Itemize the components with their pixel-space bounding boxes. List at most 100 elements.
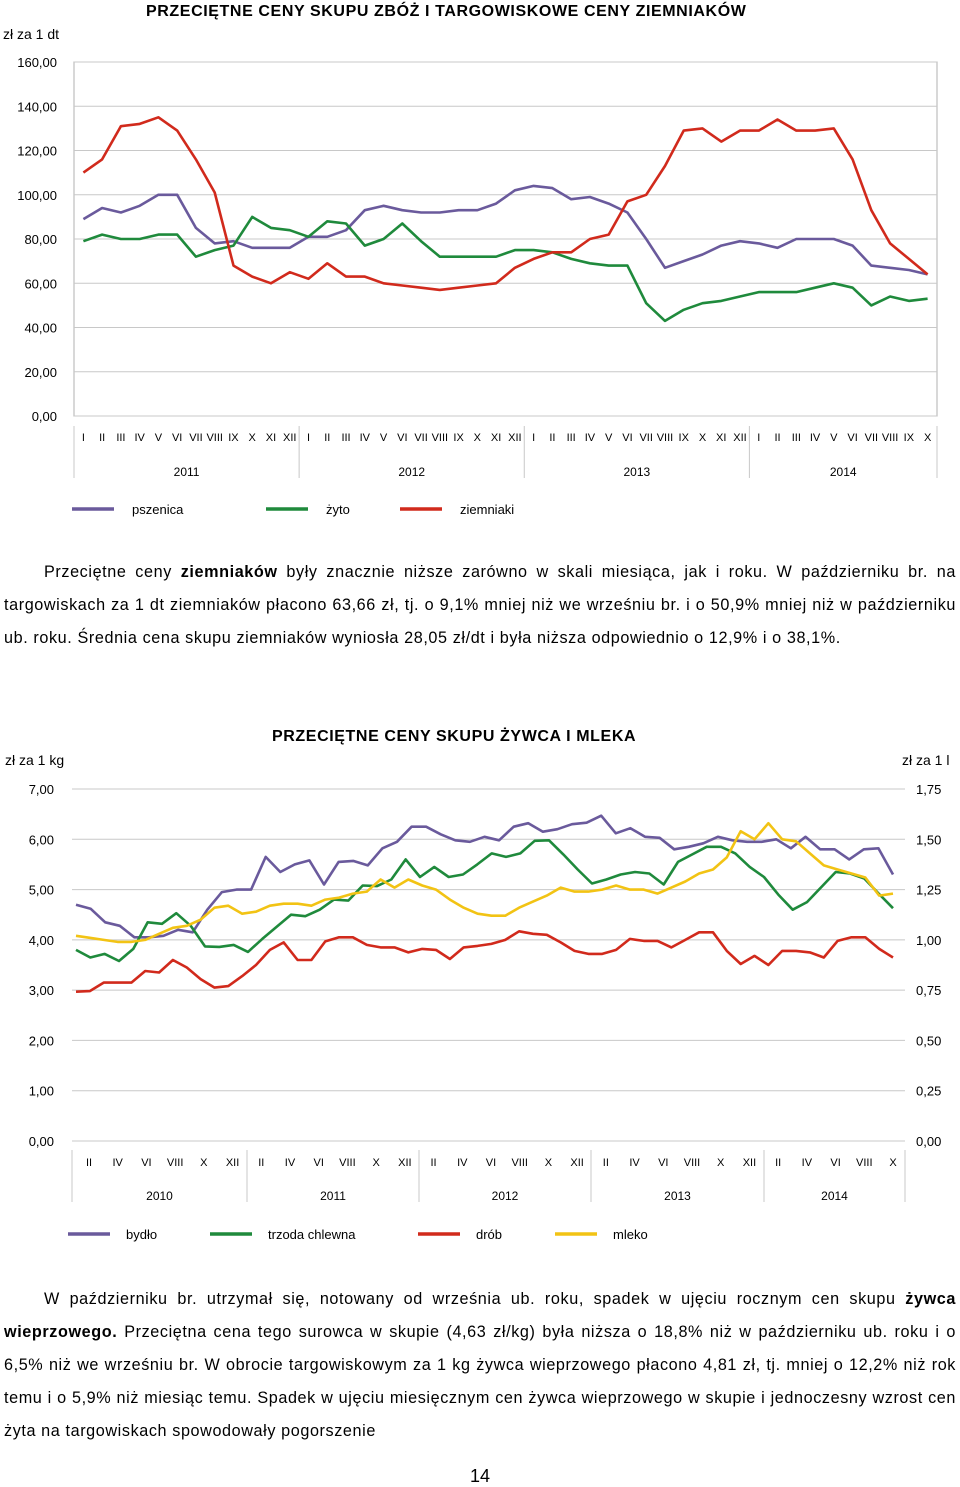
y-tick-label-right: 1,75 — [916, 782, 941, 797]
x-tick-label: XII — [398, 1157, 411, 1169]
x-tick-label: VI — [397, 432, 407, 444]
x-tick-label: VIII — [684, 1157, 701, 1169]
series-line-pszenica — [82, 184, 928, 276]
x-tick-label: VIII — [657, 432, 674, 444]
legend-label: bydło — [126, 1227, 157, 1242]
x-tick-label: XII — [226, 1157, 239, 1169]
y-tick-label: 140,00 — [17, 99, 57, 114]
legend-label: drób — [476, 1227, 502, 1242]
x-tick-label: V — [380, 432, 388, 444]
y-tick-label: 100,00 — [17, 188, 57, 203]
chart2-y-unit-left: zł za 1 kg — [5, 752, 65, 768]
y-tick-label-left: 0,00 — [29, 1134, 54, 1149]
x-tick-label: IV — [457, 1157, 468, 1169]
year-label: 2012 — [492, 1189, 519, 1203]
series-line-żyto — [82, 215, 928, 323]
chart2-title: PRZECIĘTNE CENY SKUPU ŻYWCA I MLEKA — [272, 728, 637, 745]
x-tick-label: VIII — [206, 432, 223, 444]
x-tick-label: VII — [639, 432, 652, 444]
y-tick-label-right: 0,50 — [916, 1033, 941, 1048]
x-tick-label: II — [324, 432, 330, 444]
x-tick-label: XII — [283, 432, 296, 444]
x-tick-label: II — [549, 432, 555, 444]
year-label: 2010 — [146, 1189, 173, 1203]
para2-text: W październiku br. utrzymał się, notowan… — [4, 1290, 956, 1440]
y-tick-label-left: 2,00 — [29, 1033, 54, 1048]
legend-label: trzoda chlewna — [268, 1227, 356, 1242]
x-tick-label: II — [603, 1157, 609, 1169]
year-label: 2013 — [623, 465, 650, 479]
x-tick-label: IX — [904, 432, 915, 444]
legend-label: ziemniaki — [460, 502, 514, 517]
chart1-title: PRZECIĘTNE CENY SKUPU ZBÓŻ I TARGOWISKOW… — [146, 3, 747, 20]
paragraph-potatoes: Przeciętne ceny ziemniaków były znacznie… — [4, 556, 956, 655]
x-tick-label: VII — [189, 432, 202, 444]
x-tick-label: IV — [285, 1157, 296, 1169]
x-tick-label: II — [775, 1157, 781, 1169]
x-tick-label: IV — [802, 1157, 813, 1169]
x-tick-label: VI — [172, 432, 182, 444]
y-tick-label: 120,00 — [17, 144, 57, 159]
x-tick-label: I — [307, 432, 310, 444]
x-tick-label: VII — [414, 432, 427, 444]
x-tick-label: II — [774, 432, 780, 444]
x-tick-label: VI — [847, 432, 857, 444]
x-tick-label: I — [532, 432, 535, 444]
bold-term: ziemniaków — [180, 563, 278, 581]
x-tick-label: XI — [716, 432, 726, 444]
x-tick-label: XII — [733, 432, 746, 444]
year-label: 2012 — [398, 465, 425, 479]
series-line-ziemniaki — [82, 116, 929, 292]
x-tick-label: VI — [314, 1157, 324, 1169]
y-tick-label: 0,00 — [32, 409, 57, 424]
x-tick-label: X — [249, 432, 257, 444]
x-tick-label: VI — [658, 1157, 668, 1169]
x-tick-label: X — [889, 1157, 897, 1169]
y-tick-label-left: 7,00 — [29, 782, 54, 797]
x-tick-label: VIII — [856, 1157, 873, 1169]
x-tick-label: IV — [585, 432, 596, 444]
y-tick-label-right: 1,00 — [916, 933, 941, 948]
y-tick-label-right: 0,25 — [916, 1084, 941, 1099]
series-line-drób — [75, 930, 894, 993]
legend-label: mleko — [613, 1227, 648, 1242]
y-tick-label: 20,00 — [24, 365, 57, 380]
x-tick-label: XII — [743, 1157, 756, 1169]
y-tick-label: 160,00 — [17, 55, 57, 70]
x-tick-label: VIII — [882, 432, 899, 444]
y-tick-label-right: 1,50 — [916, 832, 941, 847]
x-tick-label: V — [155, 432, 163, 444]
y-tick-label: 60,00 — [24, 276, 57, 291]
x-tick-label: VII — [865, 432, 878, 444]
series-line-mleko — [75, 821, 894, 944]
bold-term: żywca wieprzowego. — [4, 1290, 956, 1341]
x-tick-label: IV — [629, 1157, 640, 1169]
x-tick-label: XI — [266, 432, 276, 444]
x-tick-label: I — [82, 432, 85, 444]
x-tick-label: X — [699, 432, 707, 444]
y-tick-label: 40,00 — [24, 321, 57, 336]
x-tick-label: VIII — [339, 1157, 356, 1169]
legend-label: żyto — [326, 502, 350, 517]
y-tick-label-left: 5,00 — [29, 883, 54, 898]
chart1: 160,00 140,00 120,00 100,00 80,00 60,00 40,00 2… — [17, 55, 938, 517]
y-tick-label-left: 4,00 — [29, 933, 54, 948]
x-tick-label: X — [200, 1157, 208, 1169]
legend-label: pszenica — [132, 502, 184, 517]
chart2: 7,00 1,75 6,00 1,50 5,00 1,25 4,00 1,00 3,00 0,75… — [29, 782, 942, 1242]
x-tick-label: X — [924, 432, 932, 444]
x-tick-label: VIII — [167, 1157, 184, 1169]
x-tick-label: VI — [141, 1157, 151, 1169]
para1-text: Przeciętne ceny ziemniaków były znacznie… — [4, 563, 956, 647]
x-tick-label: IX — [453, 432, 464, 444]
y-tick-label-left: 3,00 — [29, 983, 54, 998]
x-tick-label: VIII — [511, 1157, 528, 1169]
x-tick-label: XII — [570, 1157, 583, 1169]
year-label: 2011 — [320, 1189, 346, 1203]
y-tick-label-right: 0,75 — [916, 983, 941, 998]
x-tick-label: III — [792, 432, 801, 444]
x-tick-label: VI — [622, 432, 632, 444]
x-tick-label: IV — [134, 432, 145, 444]
series-line-trzoda-chlewna — [75, 839, 894, 963]
x-tick-label: X — [717, 1157, 725, 1169]
